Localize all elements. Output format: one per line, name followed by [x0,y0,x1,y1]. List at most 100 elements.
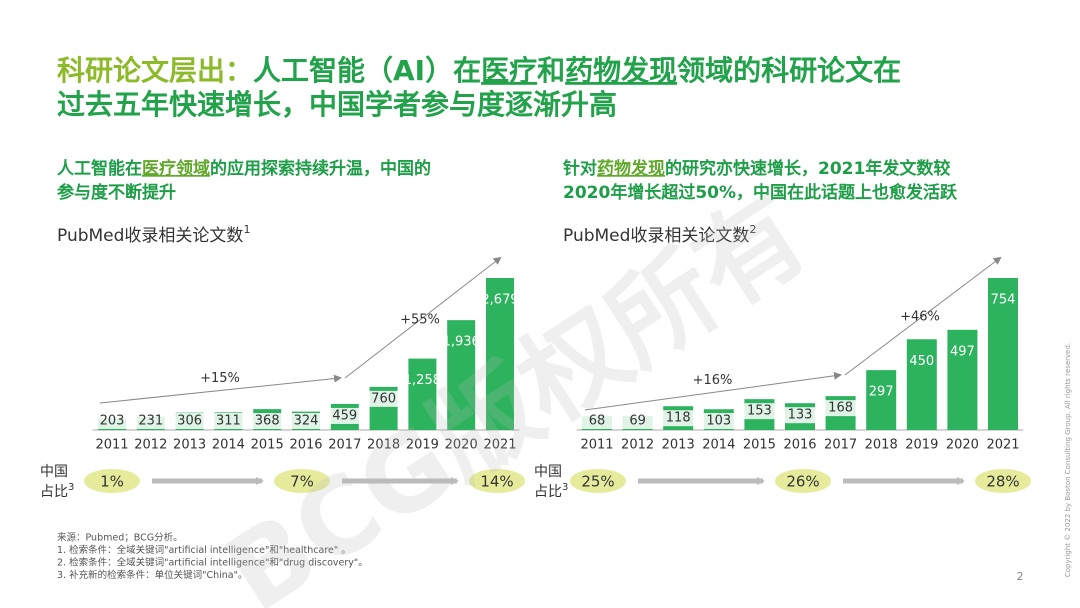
x-tick-label: 2021 [986,438,1019,453]
x-tick-label: 2017 [328,438,361,453]
value-label: 450 [909,354,934,369]
value-label: 68 [589,414,606,429]
share-label: 占比3 [534,482,568,500]
trend-arrow [584,371,842,411]
value-label: 153 [747,404,772,419]
x-tick-label: 2018 [367,438,400,453]
trend-arrow [344,256,502,379]
chart-title-note: 2 [749,223,756,236]
x-tick-label: 2021 [483,438,516,453]
title-part: 和 [537,54,565,87]
share-value: 25% [581,473,614,491]
x-tick-label: 2013 [662,438,695,453]
x-tick-label: 2019 [905,438,938,453]
footnote: 1. 检索条件：全域关键词"artificial intelligence"和"… [57,544,351,556]
subtitle-part: 药物发现 [597,158,665,179]
share-label-text: 占比 [534,484,562,500]
title-part: 人工智能（AI）在 [253,54,481,87]
subtitle: 2020年增长超过50%，中国在此话题上也愈发活跃 [563,182,958,203]
share-label-note: 3 [68,482,74,493]
x-tick-label: 2017 [824,438,857,453]
annotation: +15% [200,371,240,386]
value-label: 497 [950,344,975,359]
subtitle-part: 人工智能在 [57,158,142,179]
x-tick-label: 2015 [251,438,284,453]
value-label: 1,936 [443,335,480,350]
subtitle: 针对药物发现的研究亦快速增长，2021年发文数较 [563,158,950,179]
share-oval [975,469,1031,493]
share-value: 1% [100,473,124,491]
bar [486,278,514,430]
value-label: 168 [828,401,853,416]
value-label: 133 [788,408,813,423]
value-label: 754 [991,293,1016,308]
value-label: 368 [255,414,280,429]
footnote: 3. 补充新的检索条件：单位关键词"China"。 [57,569,247,581]
value-label-bg [289,413,323,429]
x-tick-label: 2012 [621,438,654,453]
value-label-bg [133,413,168,429]
x-tick-label: 2020 [445,438,478,453]
bar [408,358,437,430]
value-label-bg [327,407,362,424]
x-tick-label: 2019 [406,438,439,453]
value-label-bg [211,413,246,429]
x-tick-label: 2012 [134,438,167,453]
bar [447,320,476,430]
value-label: 459 [332,408,357,423]
subtitle-part: 针对 [563,158,597,179]
value-label-bg [172,413,207,429]
subtitle-part: 的研究亦快速增长，2021年发文数较 [665,158,950,179]
chart-title-text: PubMed收录相关论文数 [563,226,749,246]
value-label-bg [823,400,858,417]
share-value: 7% [290,473,314,491]
value-label-bg [661,410,696,427]
trend-arrow [99,374,342,404]
title-part: 领域的科研论文在 [677,54,901,87]
share-label: 中国 [40,464,68,480]
footnote: 2. 检索条件：全域关键词"artificial intelligence"和"… [57,557,368,569]
footnote: 来源：Pubmed；BCG分析。 [57,532,183,544]
value-label-bg [366,390,401,407]
subtitle-part: 的应用探索持续升温，中国的 [210,158,431,179]
title-part: 医疗 [481,54,537,87]
subtitle-part: 2020年增长超过50%，中国在此话题上也愈发活跃 [563,182,958,203]
value-label-bg [783,407,817,424]
share-value: 28% [986,473,1019,491]
value-label: 118 [666,411,691,426]
value-label: 760 [371,391,396,406]
trend-arrow [844,256,1002,376]
value-label: 311 [216,414,241,429]
copyright: Copyright © 2022 by Boston Consulting Gr… [1064,343,1072,577]
share-label-text: 占比 [40,484,68,500]
value-label: 1,258 [404,373,441,388]
subtitle-part: 参与度不断提升 [57,182,176,203]
bar [866,370,897,430]
x-tick-label: 2016 [289,438,322,453]
value-label-bg [580,413,614,429]
title-part: 药物发现 [565,54,677,87]
x-tick-label: 2020 [946,438,979,453]
chart-title-text: PubMed收录相关论文数 [57,226,243,246]
share-oval [469,469,525,493]
value-label-bg [250,413,285,429]
value-label-bg [620,413,655,429]
share-oval [274,469,330,493]
annotation: +46% [900,310,940,325]
value-label-bg [742,403,777,420]
bar [906,339,937,430]
x-tick-label: 2014 [702,438,735,453]
x-tick-label: 2011 [580,438,613,453]
value-label: 203 [100,414,125,429]
share-value: 26% [786,473,819,491]
share-value: 14% [480,473,513,491]
value-label: 297 [869,385,894,400]
subtitle: 人工智能在医疗领域的应用探索持续升温，中国的 [57,158,431,179]
x-tick-label: 2018 [865,438,898,453]
x-tick-label: 2016 [783,438,816,453]
bar [947,329,978,430]
share-oval [775,469,831,493]
share-oval [570,469,626,493]
bar [988,278,1018,430]
